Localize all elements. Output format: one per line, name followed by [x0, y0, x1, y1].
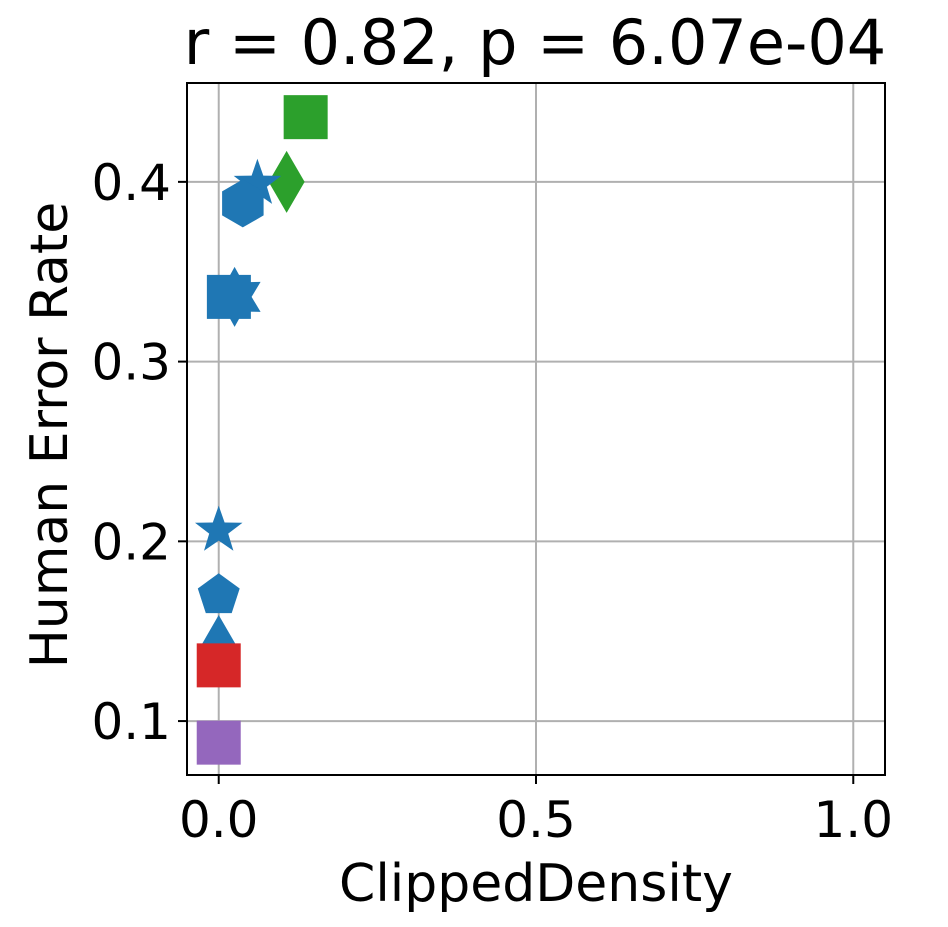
chart-title: r = 0.82, p = 6.07e-04 — [183, 6, 887, 79]
y-tick-label: 0.4 — [91, 154, 171, 212]
square-marker — [206, 274, 251, 319]
y-tick-label: 0.1 — [91, 693, 171, 751]
star-marker — [233, 158, 282, 204]
x-tick-label: 1.0 — [814, 791, 894, 849]
x-axis-label: ClippedDensity — [339, 854, 733, 914]
square-marker — [196, 643, 241, 688]
square-marker — [196, 720, 241, 765]
star-marker — [195, 505, 243, 551]
square-marker — [283, 95, 328, 140]
x-tick-label: 0.5 — [496, 791, 576, 849]
pentagon-marker — [197, 573, 240, 614]
axis-ticks: 0.0 0.5 1.0 0.1 0.2 0.3 0.4 — [91, 154, 893, 849]
hexagon-marker — [222, 179, 264, 228]
data-points — [195, 95, 328, 765]
y-tick-label: 0.2 — [91, 513, 171, 571]
y-tick-label: 0.3 — [91, 334, 171, 392]
grid-lines — [187, 83, 885, 775]
triangle-marker — [199, 615, 238, 648]
x-tick-label: 0.0 — [179, 791, 259, 849]
diamond-marker — [268, 150, 305, 213]
